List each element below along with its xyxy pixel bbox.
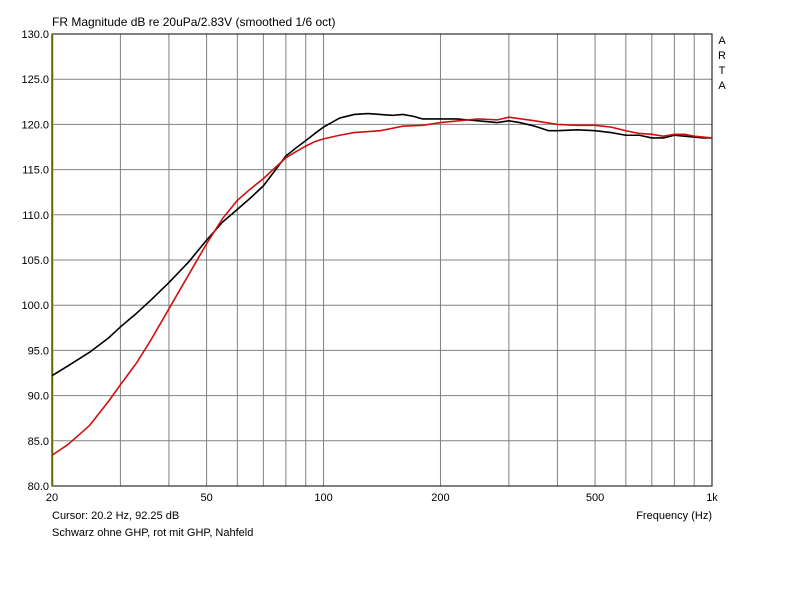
y-tick-label: 105.0 xyxy=(21,255,49,267)
x-tick-label: 200 xyxy=(431,492,449,504)
y-tick-label: 125.0 xyxy=(21,74,49,86)
y-tick-label: 130.0 xyxy=(21,29,49,41)
arta-letter: A xyxy=(718,80,726,92)
series-black-line xyxy=(51,112,712,377)
y-tick-label: 80.0 xyxy=(28,481,49,493)
x-tick-label: 20 xyxy=(46,492,58,504)
y-tick-label: 90.0 xyxy=(28,391,49,403)
y-tick-label: 115.0 xyxy=(22,165,49,177)
arta-letter: R xyxy=(718,50,726,62)
plot-frame xyxy=(51,33,713,487)
x-tick-label: 500 xyxy=(586,492,604,504)
arta-letter: T xyxy=(718,65,726,77)
x-tick-label: 1k xyxy=(706,492,718,504)
arta-letter: A xyxy=(718,35,726,47)
y-tick-label: 110.0 xyxy=(22,210,49,222)
x-axis-label: Frequency (Hz) xyxy=(636,510,712,522)
cursor-readout: Cursor: 20.2 Hz, 92.25 dB xyxy=(52,510,180,522)
chart-title: FR Magnitude dB re 20uPa/2.83V (smoothed… xyxy=(52,15,336,29)
y-tick-label: 100.0 xyxy=(21,300,49,312)
x-tick-label: 100 xyxy=(314,492,332,504)
arta-logo: A R T A xyxy=(716,34,728,94)
y-tick-label: 85.0 xyxy=(28,436,49,448)
y-tick-label: 95.0 xyxy=(28,345,49,357)
legend-note: Schwarz ohne GHP, rot mit GHP, Nahfeld xyxy=(52,527,254,539)
x-tick-label: 50 xyxy=(200,492,212,504)
y-tick-label: 120.0 xyxy=(21,119,49,131)
series-red-line xyxy=(51,116,713,456)
